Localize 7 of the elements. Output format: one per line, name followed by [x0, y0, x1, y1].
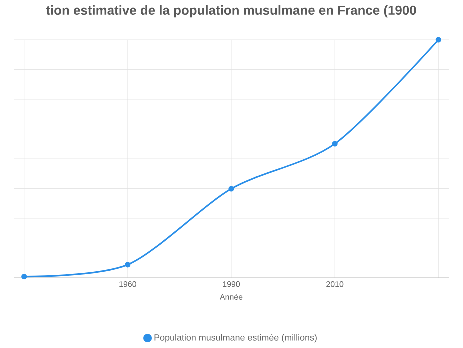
point: [332, 141, 338, 147]
legend-label: Population musulmane estimée (millions): [154, 334, 317, 343]
point: [125, 262, 131, 268]
point: [436, 37, 442, 43]
point: [228, 186, 234, 192]
point: [22, 274, 28, 280]
chart-title: tion estimative de la population musulmane en France (1900: [46, 6, 416, 18]
